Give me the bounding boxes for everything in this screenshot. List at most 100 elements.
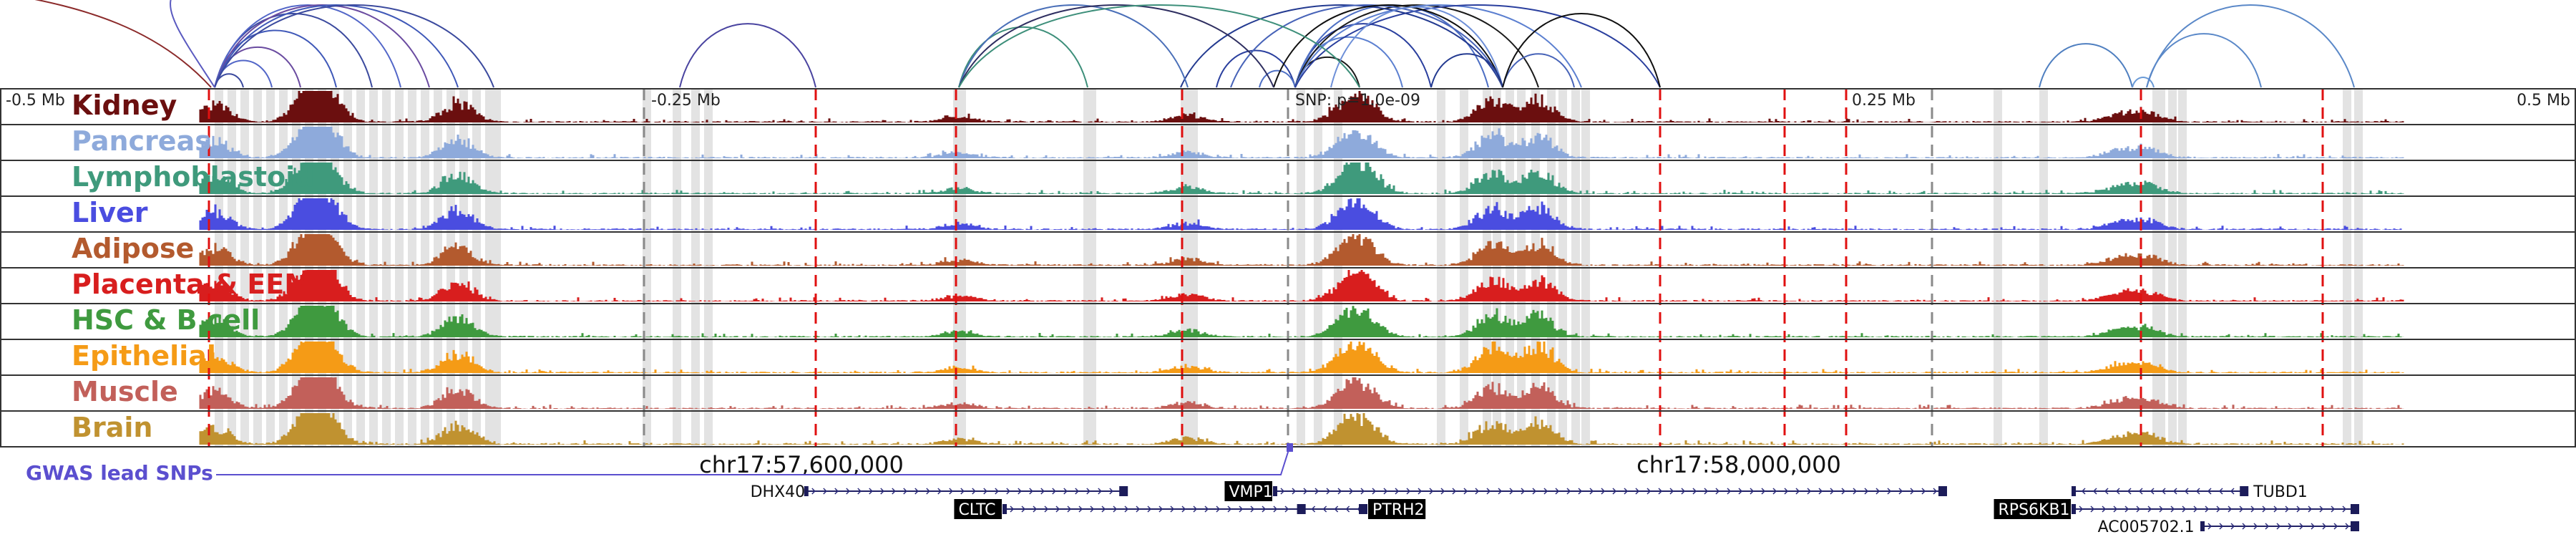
track-label-pancreas: Pancreas: [72, 125, 211, 157]
chromatin-loop-arc: [1273, 4, 1503, 88]
chromatin-loop-arc: [1230, 4, 1503, 88]
chromatin-loop-arc: [1294, 23, 1432, 88]
coordinate-label-57600000: chr17:57,600,000: [699, 451, 904, 478]
gwas-lead-snp-marker: [1287, 443, 1293, 452]
tick-label-left-end: -0.5 Mb: [6, 92, 65, 110]
tick-label-right-end: 0.5 Mb: [2517, 92, 2570, 110]
chromatin-loop-arc: [1294, 4, 1539, 88]
exon-block: [2072, 504, 2076, 514]
exon-block: [2072, 486, 2076, 496]
gene-label-highlight: [1224, 481, 1272, 501]
signal-track-lymphoblastoid: [199, 163, 2404, 194]
track-label-adipose: Adipose: [72, 233, 194, 264]
strand-chevrons: [2081, 488, 2235, 495]
exon-block: [2200, 521, 2205, 531]
strand-chevrons: [1010, 505, 1289, 513]
track-label-muscle: Muscle: [72, 376, 178, 407]
track-area: [0, 88, 2576, 448]
signal-track-pancreas: [199, 127, 2404, 158]
snp-pvalue-label: SNP: p=1.0e-09: [1295, 92, 1420, 110]
strand-chevrons: [2207, 523, 2350, 530]
exon-block: [804, 486, 809, 496]
gene-label: VMP1: [1229, 483, 1272, 501]
chromatin-loop-arc: [958, 4, 1360, 88]
exon-block: [1002, 504, 1007, 514]
signal-track-epithelial: [199, 342, 2404, 373]
signal-tracks: [199, 91, 2404, 445]
signal-track-hsc-b-cell: [199, 306, 2404, 337]
gene-rps6kb1: RPS6KB1: [1994, 499, 2359, 519]
chromatin-loop-arc: [214, 4, 494, 88]
chromatin-loop-arc: [2146, 33, 2262, 88]
signal-track-muscle: [199, 377, 2404, 409]
track-labels: Kidney Pancreas Lymphoblastoid Liver Adi…: [72, 90, 314, 443]
exon-block: [2351, 521, 2359, 531]
track-label-hsc-b-cell: HSC & B cell: [72, 304, 260, 336]
exon-block: [1119, 486, 1128, 496]
gene-label-highlight: [954, 499, 1002, 519]
chromatin-loop-arc: [958, 26, 1088, 88]
gene-annotations: DHX40VMP1TUBD1RNFT1HEATR6CLTCPTRH2RPS6KB…: [751, 481, 2359, 536]
gene-ptrh2: PTRH2: [1301, 499, 1426, 519]
chromatin-loop-arc: [1502, 53, 1575, 88]
chromatin-loop-arc: [2132, 76, 2155, 88]
gene-label: AC005702.1: [2098, 518, 2195, 536]
gwas-row: GWAS lead SNPs: [26, 443, 1293, 485]
chromatin-loop-arc: [1294, 36, 1403, 88]
chromatin-loop-arc: [1502, 13, 1661, 88]
track-label-placenta-eem: Placenta & EEM: [72, 268, 311, 300]
chromatin-loop-arc: [1330, 6, 1503, 88]
gene-label: PTRH2: [1372, 501, 1425, 519]
gwas-connector-line: [216, 445, 1291, 475]
track-label-lymphoblastoid: Lymphoblastoid: [72, 161, 314, 193]
gene-label: DHX40: [751, 483, 806, 501]
strand-chevrons: [1311, 505, 1362, 513]
chromatin-loop-arc: [2146, 4, 2355, 88]
chromatin-loop-arcs: [34, 0, 2355, 88]
gene-ac005702-1: AC005702.1: [2098, 518, 2359, 536]
chromatin-loop-arc-offscreen: [170, 0, 215, 88]
gene-cltc: CLTC: [954, 499, 1306, 519]
gene-vmp1: VMP1: [1224, 481, 1947, 501]
chromatin-loop-arc: [1430, 53, 1503, 88]
exon-block: [1273, 486, 1277, 496]
chromatin-loop-arc: [214, 4, 459, 88]
track-label-kidney: Kidney: [72, 90, 177, 121]
signal-track-liver: [199, 198, 2402, 230]
gene-label: CLTC: [958, 501, 995, 519]
track-label-epithelial: Epithelial: [72, 340, 216, 372]
chromatin-loop-arc: [1294, 4, 1661, 88]
chromatin-loop-arc: [2039, 43, 2133, 88]
chromatin-loop-arc: [1259, 69, 1296, 88]
signal-track-adipose: [199, 234, 2404, 266]
exon-block: [1938, 486, 1947, 496]
exon-block: [2351, 504, 2359, 514]
strand-chevrons: [1280, 488, 1938, 495]
chromatin-loop-arc: [1180, 4, 1503, 88]
signal-track-kidney: [199, 91, 2404, 122]
strand-chevrons: [811, 488, 1113, 495]
exon-block: [1301, 504, 1306, 514]
exon-block: [1359, 504, 1367, 514]
coordinate-label-58000000: chr17:58,000,000: [1636, 451, 1841, 478]
chromatin-loop-arc: [958, 4, 1189, 88]
chromatin-loop-arc-offscreen: [34, 0, 212, 88]
signal-track-brain: [199, 413, 2404, 445]
track-label-liver: Liver: [72, 197, 148, 228]
gene-label-highlight: [1994, 499, 2071, 519]
coordinate-labels: chr17:57,600,000 chr17:58,000,000: [699, 451, 1841, 478]
exon-block: [2240, 486, 2249, 496]
chromatin-loop-arc: [1216, 49, 1296, 88]
gwas-label: GWAS lead SNPs: [26, 461, 213, 485]
strand-chevrons: [2079, 505, 2347, 513]
gene-tubd1: TUBD1: [2072, 483, 2308, 501]
chromatin-loop-arc: [214, 29, 337, 88]
gene-dhx40: DHX40: [751, 483, 1128, 501]
chromatin-loop-arc: [958, 4, 1274, 88]
chromatin-loop-arc: [1294, 4, 1582, 88]
gene-label-highlight: [1368, 499, 1426, 519]
track-label-brain: Brain: [72, 412, 152, 443]
tick-label-plus-quarter: 0.25 Mb: [1852, 92, 1916, 110]
signal-track-placenta-eem: [199, 270, 2404, 301]
